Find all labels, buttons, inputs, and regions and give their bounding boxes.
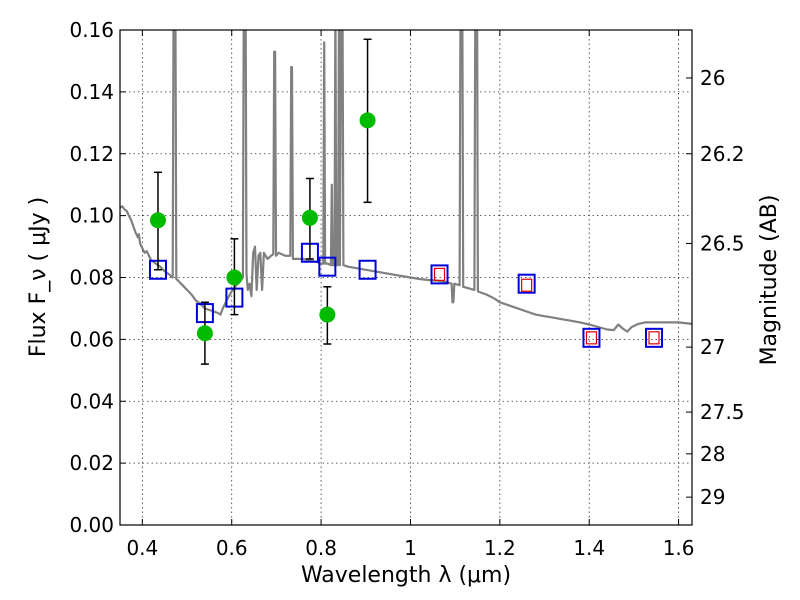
x-tick-label: 0.6 bbox=[216, 536, 248, 560]
model-flux-marker bbox=[358, 259, 377, 280]
x-tick-label: 0.8 bbox=[305, 536, 337, 560]
y2-tick-label: 27 bbox=[700, 335, 725, 359]
y2-tick-label: 26.2 bbox=[700, 142, 745, 166]
y2-axis-label: Magnitude (AB) bbox=[757, 195, 782, 366]
upper-limit-marker bbox=[648, 331, 660, 345]
y2-tick-label: 29 bbox=[700, 485, 725, 509]
x-tick-label: 1.6 bbox=[663, 536, 695, 560]
x-axis-label: Wavelength λ (μm) bbox=[301, 563, 511, 588]
y-tick-label: 0.04 bbox=[69, 389, 114, 413]
ticks-layer: 0.4 0.6 0.8 1 1.2 1.4 1.6 0.00 0.02 0.04 0.06 0.08 0… bbox=[69, 18, 744, 560]
x-tick-label: 1.2 bbox=[484, 536, 516, 560]
upper-limit-marker bbox=[521, 278, 533, 292]
y-tick-label: 0.08 bbox=[69, 266, 114, 290]
model-flux-marker bbox=[430, 264, 449, 285]
y-tick-label: 0.12 bbox=[69, 142, 114, 166]
measured-flux-point bbox=[149, 212, 166, 229]
y-tick-label: 0.16 bbox=[69, 18, 114, 42]
measured-flux-point bbox=[319, 306, 336, 323]
x-tick-label: 1 bbox=[404, 536, 417, 560]
measured-flux-point bbox=[226, 269, 243, 286]
y2-tick-label: 28 bbox=[700, 442, 725, 466]
y-tick-label: 0.06 bbox=[69, 327, 114, 351]
y2-tick-label: 26 bbox=[700, 66, 725, 90]
upper-limit-marker bbox=[585, 331, 598, 345]
model-flux-marker bbox=[582, 327, 601, 348]
points-layer bbox=[148, 38, 664, 365]
y-tick-label: 0.10 bbox=[69, 204, 114, 228]
model-spectrum-line bbox=[120, 30, 692, 333]
spectrum-layer bbox=[120, 30, 692, 333]
x-tick-label: 0.4 bbox=[126, 536, 158, 560]
measured-flux-point bbox=[196, 325, 213, 342]
y-tick-label: 0.02 bbox=[69, 451, 114, 475]
y-tick-label: 0.00 bbox=[69, 513, 114, 537]
model-flux-marker bbox=[645, 327, 664, 348]
measured-flux-point bbox=[301, 209, 318, 226]
x-tick-label: 1.4 bbox=[573, 536, 605, 560]
measured-flux-point bbox=[359, 112, 376, 129]
y-axis-label: Flux F_ν ( μJy ) bbox=[26, 197, 51, 357]
model-flux-marker bbox=[517, 273, 536, 294]
model-flux-marker bbox=[318, 256, 337, 277]
y-tick-label: 0.14 bbox=[69, 80, 114, 104]
y2-tick-label: 26.5 bbox=[700, 231, 745, 255]
y2-tick-label: 27.5 bbox=[700, 400, 745, 424]
upper-limit-marker bbox=[433, 267, 446, 282]
